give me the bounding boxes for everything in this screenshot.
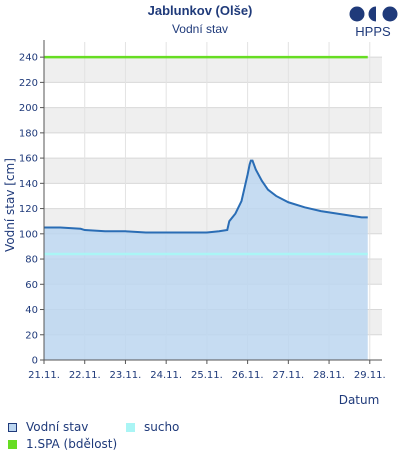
legend-label-spa1: 1.SPA (bdělost) (26, 437, 118, 451)
y-tick-label: 20 (25, 330, 38, 341)
water-level-area (44, 160, 368, 360)
legend-item-drought: sucho (126, 420, 179, 434)
x-tick-label: 28.11. (313, 370, 345, 381)
legend-swatch-water-level (8, 422, 17, 432)
logo-circle-right (382, 6, 398, 22)
grid-band (44, 57, 382, 83)
y-tick-label: 180 (19, 128, 38, 139)
x-tick-label: 23.11. (110, 370, 142, 381)
x-axis-label: Datum (339, 393, 380, 407)
legend-item-spa1: 1.SPA (bdělost) (8, 437, 117, 451)
y-tick-label: 240 (19, 53, 38, 64)
y-tick-label: 40 (25, 305, 38, 316)
hpps-logo: HPPS (349, 6, 398, 39)
x-tick-label: 26.11. (232, 370, 264, 381)
y-tick-label: 220 (19, 78, 38, 89)
chart-title: Jablunkov (Olše) (148, 3, 253, 18)
grid-band (44, 158, 382, 184)
x-tick-label: 27.11. (272, 370, 304, 381)
x-tick-label: 25.11. (191, 370, 223, 381)
legend-item-water-level: Vodní stav (8, 420, 88, 434)
logo-half-circle (368, 6, 376, 22)
y-tick-label: 200 (19, 103, 38, 114)
y-tick-label: 160 (19, 154, 38, 165)
logo-circle-left (349, 6, 365, 22)
y-axis-ticks: 0 20 40 60 80 100 120 140 160 180 200 220 240 (19, 53, 44, 367)
y-tick-label: 140 (19, 179, 38, 190)
axes (43, 40, 382, 361)
legend-swatch-spa1 (8, 439, 17, 449)
y-tick-label: 0 (32, 356, 38, 367)
legend-swatch-drought (126, 422, 135, 432)
legend-label-water-level: Vodní stav (26, 420, 89, 434)
x-tick-label: 22.11. (69, 370, 101, 381)
y-tick-label: 80 (25, 255, 38, 266)
y-tick-label: 120 (19, 204, 38, 215)
y-tick-label: 60 (25, 280, 38, 291)
y-axis-label: Vodní stav [cm] (3, 158, 17, 252)
x-tick-label: 29.11. (354, 370, 386, 381)
series-layer (44, 55, 368, 360)
logo-text: HPPS (355, 24, 391, 39)
chart-subtitle: Vodní stav (172, 22, 228, 36)
grid-band (44, 107, 382, 133)
legend-label-drought: sucho (144, 420, 180, 434)
legend: Vodní stav sucho 1.SPA (bdělost) (8, 420, 400, 456)
x-tick-label: 21.11. (28, 370, 60, 381)
x-tick-label: 24.11. (150, 370, 182, 381)
x-axis-ticks: 21.11. 22.11. 23.11. 24.11. 25.11. 26.11. 27.1… (28, 360, 386, 381)
water-level-line (44, 159, 368, 234)
y-tick-label: 100 (19, 229, 38, 240)
